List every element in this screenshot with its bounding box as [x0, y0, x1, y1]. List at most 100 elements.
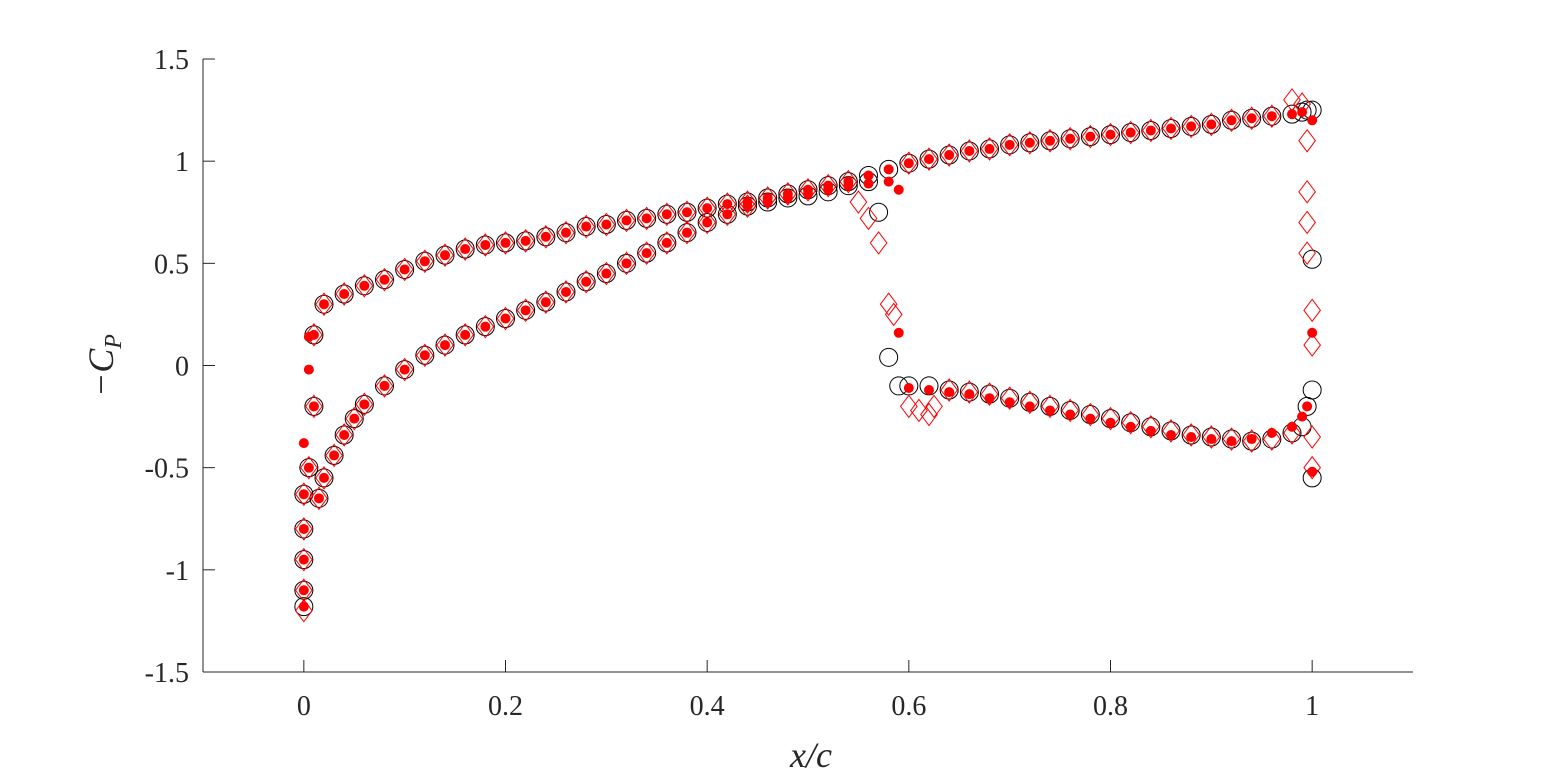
- data-point-circle: [309, 488, 329, 508]
- data-point-dot: [1266, 111, 1277, 122]
- data-point-circle: [637, 208, 657, 228]
- data-point-dot: [893, 327, 904, 338]
- y-tick-label: 1.5: [154, 45, 189, 76]
- data-point-circle: [1201, 114, 1221, 134]
- data-point-diamond: [657, 202, 676, 227]
- data-point-diamond: [1000, 132, 1019, 157]
- data-point-dot: [1085, 413, 1096, 424]
- data-point-diamond: [778, 182, 797, 206]
- data-point-dot: [944, 150, 955, 161]
- data-point-dot: [1105, 417, 1116, 428]
- data-point-dot: [641, 213, 652, 224]
- data-point-circle: [1222, 110, 1241, 130]
- data-point-circle: [294, 550, 314, 570]
- x-tick-label: 0.2: [488, 691, 523, 722]
- y-tick-label: 0.5: [154, 249, 189, 280]
- y-axis-label-subscript: P: [101, 334, 127, 350]
- data-point-dot: [399, 364, 410, 375]
- data-point-diamond: [980, 382, 999, 406]
- data-point-dot: [1145, 125, 1156, 136]
- data-point-dot: [1125, 421, 1136, 432]
- data-point-diamond: [415, 249, 434, 274]
- data-point-diamond: [1182, 423, 1201, 447]
- data-point-circle: [496, 233, 515, 253]
- data-point-diamond: [920, 147, 938, 171]
- data-point-dot: [1287, 109, 1297, 120]
- data-point-dot: [702, 217, 713, 228]
- data-point-dot: [641, 248, 652, 259]
- data-point-circle: [1262, 106, 1282, 126]
- data-point-circle: [395, 360, 415, 380]
- data-point-dot: [944, 387, 955, 398]
- data-point-diamond: [476, 314, 495, 339]
- data-point-diamond: [375, 267, 394, 292]
- data-point-dot: [1045, 405, 1055, 416]
- data-point-circle: [1101, 125, 1120, 145]
- data-point-dot: [1125, 127, 1136, 138]
- data-point-circle: [314, 294, 334, 314]
- data-point-diamond: [1061, 126, 1080, 151]
- x-tick-label: 0.6: [891, 691, 926, 722]
- data-point-circle: [516, 300, 536, 320]
- data-point-diamond: [1303, 455, 1322, 480]
- data-point-dot: [1186, 121, 1197, 132]
- data-point-diamond: [375, 374, 394, 398]
- data-point-diamond: [1020, 130, 1039, 155]
- x-tick-label: 0.4: [690, 691, 725, 722]
- data-point-diamond: [899, 394, 918, 419]
- data-point-diamond: [1141, 414, 1160, 439]
- data-point-diamond: [738, 190, 757, 214]
- data-point-diamond: [1242, 429, 1261, 453]
- data-point-circle: [980, 139, 999, 159]
- data-point-diamond: [1242, 106, 1261, 131]
- data-point-diamond: [617, 251, 636, 276]
- data-point-dot: [1206, 434, 1217, 445]
- data-point-diamond: [294, 517, 313, 541]
- data-point-diamond: [557, 280, 575, 304]
- data-point-dot: [319, 472, 329, 483]
- data-point-diamond: [577, 269, 596, 294]
- data-point-circle: [1080, 127, 1100, 147]
- data-point-circle: [1121, 123, 1141, 143]
- data-point-dot: [1065, 409, 1076, 420]
- data-point-circle: [415, 345, 435, 365]
- data-point-dot: [984, 393, 995, 404]
- data-point-dot: [419, 350, 430, 361]
- data-point-diamond: [476, 233, 495, 257]
- data-point-dot: [303, 331, 314, 342]
- data-point-dot: [1065, 133, 1076, 144]
- data-point-circle: [899, 153, 919, 173]
- data-point-dot: [581, 221, 592, 232]
- data-point-dot: [339, 429, 350, 440]
- data-point-dot: [1246, 113, 1257, 124]
- data-point-circle: [435, 245, 455, 265]
- data-point-dot: [303, 364, 314, 375]
- data-point-diamond: [1283, 421, 1301, 445]
- data-point-diamond: [395, 257, 414, 282]
- data-point-diamond: [738, 194, 757, 218]
- data-point-diamond: [1081, 124, 1100, 149]
- data-point-diamond: [294, 598, 313, 623]
- data-point-dot: [298, 585, 309, 596]
- data-point-dot: [661, 209, 672, 220]
- data-point-circle: [617, 210, 636, 230]
- data-point-diamond: [910, 398, 928, 423]
- data-point-circle: [657, 233, 677, 253]
- data-point-dot: [893, 184, 904, 195]
- data-point-diamond: [1303, 425, 1322, 449]
- data-point-diamond: [516, 298, 535, 323]
- data-point-diamond: [1298, 241, 1316, 265]
- data-point-dot: [1297, 107, 1308, 118]
- data-point-diamond: [1081, 402, 1100, 427]
- data-point-dot: [349, 413, 360, 424]
- data-point-circle: [496, 309, 515, 329]
- data-point-diamond: [536, 290, 555, 314]
- data-point-dot: [1004, 139, 1015, 150]
- data-point-diamond: [315, 466, 333, 490]
- data-point-circle: [1020, 133, 1040, 153]
- data-point-diamond: [335, 282, 354, 306]
- data-point-dot: [540, 231, 551, 242]
- data-point-diamond: [799, 177, 817, 202]
- data-point-diamond: [496, 231, 515, 255]
- data-point-dot: [601, 268, 612, 279]
